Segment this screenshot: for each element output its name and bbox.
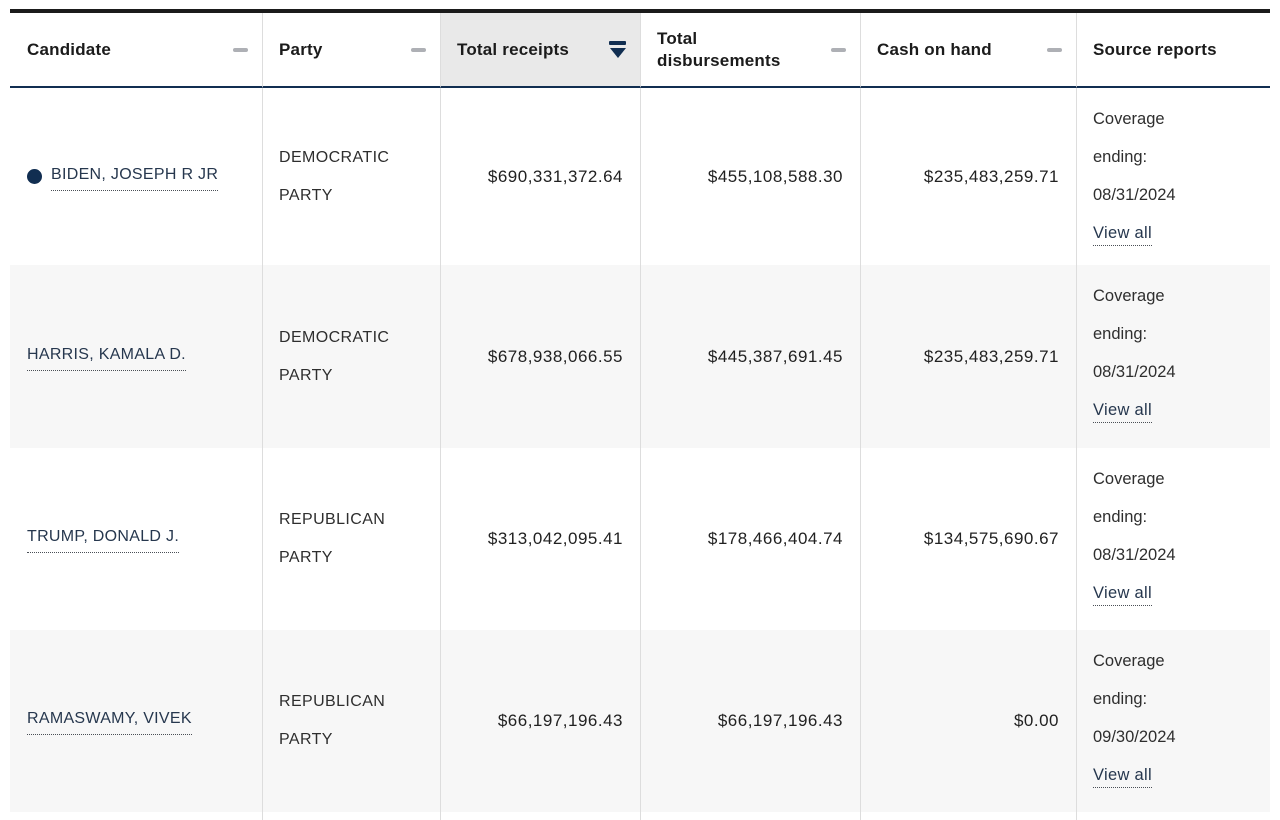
cash-on-hand-cell: $235,483,259.71: [860, 265, 1076, 448]
coverage-ending-label: Coverage ending:: [1093, 652, 1165, 708]
column-header-source-reports: Source reports: [1076, 13, 1270, 88]
column-label-cash-on-hand: Cash on hand: [877, 39, 992, 59]
party-cell: DEMOCRATIC PARTY: [262, 88, 440, 265]
column-label-total-disbursements: Total disbursements: [657, 28, 781, 70]
column-label-party: Party: [279, 39, 323, 59]
source-reports-cell: Coverage ending: 08/31/2024 View all: [1076, 88, 1270, 265]
candidate-link[interactable]: HARRIS, KAMALA D.: [27, 343, 186, 371]
total-disbursements-cell: $66,197,196.43: [640, 630, 860, 812]
coverage-ending-label: Coverage ending:: [1093, 470, 1165, 526]
total-receipts-cell: $678,938,066.55: [440, 265, 640, 448]
sort-toggle-dash-icon[interactable]: [411, 47, 426, 52]
total-disbursements-cell: $445,387,691.45: [640, 265, 860, 448]
column-header-cash-on-hand[interactable]: Cash on hand: [860, 13, 1076, 88]
column-label-candidate: Candidate: [27, 39, 111, 59]
total-receipts-cell: $313,042,095.41: [440, 448, 640, 630]
source-reports-cell: Coverage ending: 08/31/2024 View all: [1076, 448, 1270, 630]
column-header-candidate[interactable]: Candidate: [10, 13, 262, 88]
table-row-trump: TRUMP, DONALD J. REPUBLICAN PARTY $313,0…: [10, 448, 1270, 630]
table-row-biden: BIDEN, JOSEPH R JR DEMOCRATIC PARTY $690…: [10, 88, 1270, 265]
coverage-ending-label: Coverage ending:: [1093, 110, 1165, 166]
column-label-total-receipts: Total receipts: [457, 39, 570, 59]
candidate-link[interactable]: BIDEN, JOSEPH R JR: [51, 163, 219, 191]
party-cell: DEMOCRATIC PARTY: [262, 265, 440, 448]
total-receipts-cell: $690,331,372.64: [440, 88, 640, 265]
table-row-harris: HARRIS, KAMALA D. DEMOCRATIC PARTY $678,…: [10, 265, 1270, 448]
column-label-source-reports: Source reports: [1093, 39, 1217, 59]
coverage-ending-date: 08/31/2024: [1093, 186, 1176, 204]
sort-toggle-dash-icon[interactable]: [831, 47, 846, 52]
cash-on-hand-cell: $0.00: [860, 630, 1076, 812]
coverage-ending-date: 08/31/2024: [1093, 546, 1176, 564]
candidate-cell: RAMASWAMY, VIVEK: [10, 630, 262, 812]
candidate-cell: HARRIS, KAMALA D.: [10, 265, 262, 448]
coverage-ending-date: 08/31/2024: [1093, 363, 1176, 381]
party-cell: REPUBLICAN PARTY: [262, 448, 440, 630]
candidate-cell: TRUMP, DONALD J.: [10, 448, 262, 630]
column-header-total-disbursements[interactable]: Total disbursements: [640, 13, 860, 88]
candidate-link[interactable]: RAMASWAMY, VIVEK: [27, 707, 192, 735]
candidate-status-dot-icon: [27, 169, 42, 184]
candidate-financials-table: Candidate Party Total receipts: [10, 9, 1270, 820]
candidate-link[interactable]: TRUMP, DONALD J.: [27, 525, 180, 553]
total-disbursements-cell: $455,108,588.30: [640, 88, 860, 265]
party-cell: REPUBLICAN PARTY: [262, 630, 440, 812]
total-receipts-cell: $66,197,196.43: [440, 630, 640, 812]
view-all-link[interactable]: View all: [1093, 401, 1152, 423]
coverage-ending-label: Coverage ending:: [1093, 287, 1165, 343]
sort-toggle-dash-icon[interactable]: [233, 47, 248, 52]
source-reports-cell: Coverage ending: 08/31/2024 View all: [1076, 265, 1270, 448]
table-row-ramaswamy: RAMASWAMY, VIVEK REPUBLICAN PARTY $66,19…: [10, 630, 1270, 812]
column-header-party[interactable]: Party: [262, 13, 440, 88]
source-reports-cell: Coverage ending: 09/30/2024 View all: [1076, 630, 1270, 812]
column-header-total-receipts[interactable]: Total receipts: [440, 13, 640, 88]
cash-on-hand-cell: $235,483,259.71: [860, 88, 1076, 265]
sort-toggle-dash-icon[interactable]: [1047, 47, 1062, 52]
total-disbursements-cell: $178,466,404.74: [640, 448, 860, 630]
candidate-cell: BIDEN, JOSEPH R JR: [10, 88, 262, 265]
cash-on-hand-cell: $134,575,690.67: [860, 448, 1076, 630]
view-all-link[interactable]: View all: [1093, 224, 1152, 246]
sort-descending-icon[interactable]: [609, 41, 626, 58]
next-row-partially-visible: [10, 812, 1270, 820]
header-row: Candidate Party Total receipts: [10, 13, 1270, 88]
view-all-link[interactable]: View all: [1093, 584, 1152, 606]
view-all-link[interactable]: View all: [1093, 766, 1152, 788]
coverage-ending-date: 09/30/2024: [1093, 728, 1176, 746]
